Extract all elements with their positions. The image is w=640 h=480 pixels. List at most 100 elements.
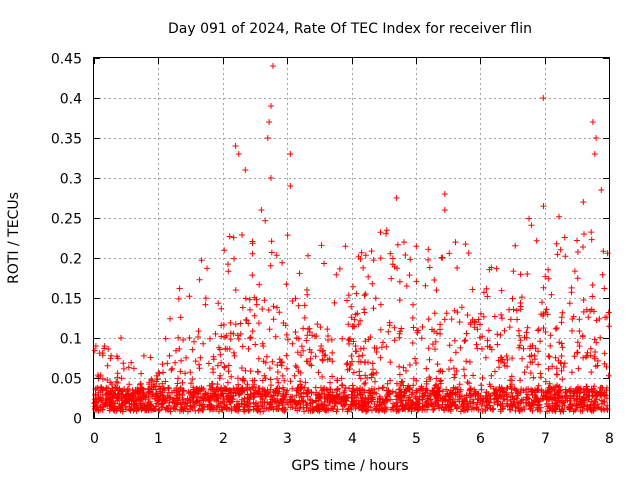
data-point <box>210 369 217 376</box>
data-point <box>401 392 408 399</box>
data-point <box>493 265 500 272</box>
data-point <box>120 391 127 398</box>
data-point <box>401 239 407 246</box>
data-point <box>427 396 434 403</box>
data-point <box>509 355 516 362</box>
data-point <box>579 332 586 339</box>
data-point <box>334 386 341 393</box>
data-point <box>531 399 538 406</box>
x-tick-label: 8 <box>605 431 614 447</box>
data-point <box>566 387 573 394</box>
data-point <box>489 406 496 413</box>
data-point <box>446 342 453 349</box>
data-point <box>324 326 331 333</box>
data-point <box>417 386 424 393</box>
data-point <box>200 385 207 392</box>
data-point <box>463 358 470 365</box>
data-point <box>344 408 351 415</box>
data-point <box>156 370 163 377</box>
data-point <box>364 396 371 403</box>
data-point <box>112 392 119 399</box>
data-point <box>452 239 459 246</box>
data-point <box>223 404 229 411</box>
data-point <box>225 268 232 275</box>
data-point <box>235 336 242 342</box>
data-point <box>270 63 276 69</box>
y-tick-label: 0.05 <box>51 372 82 388</box>
data-point <box>405 385 412 392</box>
data-point <box>179 392 186 399</box>
data-point <box>234 332 241 339</box>
data-point <box>596 315 603 322</box>
data-point <box>348 303 355 310</box>
data-point <box>523 329 530 336</box>
data-point <box>226 395 233 402</box>
data-point <box>597 385 604 391</box>
data-point <box>402 252 409 258</box>
data-point <box>419 393 426 400</box>
data-point <box>566 300 573 307</box>
y-axis-label: ROTI / TECUs <box>6 192 22 284</box>
data-point <box>113 378 120 385</box>
data-point <box>294 407 301 414</box>
data-point <box>599 271 606 278</box>
data-point <box>574 339 581 346</box>
data-point <box>217 372 224 379</box>
data-point <box>97 372 104 379</box>
data-point <box>237 331 244 337</box>
data-point <box>457 393 464 400</box>
data-point <box>384 380 391 387</box>
data-point <box>295 335 302 342</box>
x-tick-label: 4 <box>348 431 357 447</box>
data-point <box>135 389 142 396</box>
data-point <box>526 401 533 408</box>
data-point <box>504 384 511 391</box>
data-point <box>414 327 421 334</box>
data-point <box>249 240 256 247</box>
data-point <box>603 392 610 399</box>
data-point <box>274 362 281 368</box>
data-point <box>353 290 360 297</box>
data-point <box>588 369 595 376</box>
data-point <box>270 316 277 323</box>
data-point <box>315 369 322 376</box>
data-point <box>568 289 575 296</box>
data-point <box>312 384 319 391</box>
data-point <box>130 365 137 372</box>
data-point <box>580 386 587 393</box>
data-point <box>180 336 187 343</box>
data-point <box>413 389 420 396</box>
data-point <box>279 259 286 266</box>
data-point <box>342 243 349 250</box>
data-point <box>383 227 390 234</box>
data-point <box>413 278 420 285</box>
data-point <box>338 375 345 382</box>
data-point <box>235 375 241 382</box>
data-point <box>558 319 565 326</box>
data-point <box>235 408 241 415</box>
data-point <box>388 275 395 282</box>
data-point <box>305 252 311 259</box>
data-point <box>483 285 490 292</box>
data-point <box>432 338 439 345</box>
data-point <box>118 402 125 409</box>
data-point <box>585 314 592 321</box>
x-tick-label: 0 <box>90 431 99 447</box>
data-point <box>439 388 446 395</box>
data-point <box>574 349 581 356</box>
y-tick-label: 0.2 <box>60 252 82 268</box>
data-point <box>552 326 559 332</box>
data-point <box>258 207 265 213</box>
data-point <box>237 388 244 395</box>
data-point <box>441 207 448 213</box>
data-point <box>524 324 531 331</box>
data-point <box>104 362 111 369</box>
data-point <box>466 359 473 365</box>
data-point <box>517 303 524 310</box>
data-point <box>373 369 380 376</box>
data-point <box>535 348 541 355</box>
data-point <box>149 386 155 393</box>
data-point <box>601 285 608 292</box>
data-point <box>177 408 183 414</box>
data-point <box>91 347 98 354</box>
